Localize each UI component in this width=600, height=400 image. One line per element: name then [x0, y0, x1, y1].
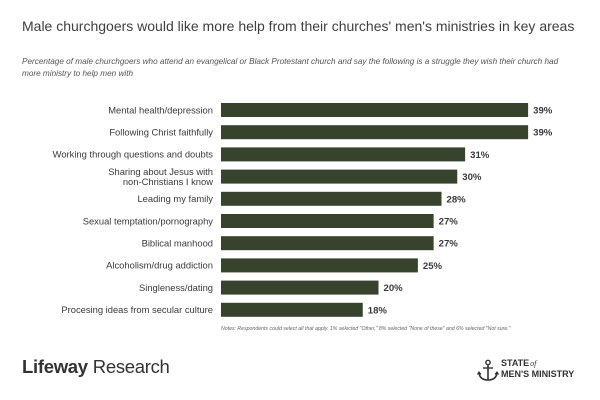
chart-title: Male churchgoers would like more help fr… — [22, 18, 575, 34]
value-label: 28% — [447, 194, 467, 205]
category-label: Mental health/depression — [108, 104, 213, 115]
value-label: 27% — [439, 217, 459, 228]
logo-line2: MEN'S MINISTRY — [501, 369, 575, 379]
brand-name-part1: Lifeway — [22, 356, 88, 377]
category-label: Following Christ faithfully — [109, 127, 213, 138]
value-label: 20% — [384, 283, 404, 294]
category-label: non-Christians I know — [123, 176, 213, 187]
chart-notes: Notes: Respondents could select all that… — [221, 326, 511, 332]
category-label: Singleness/dating — [139, 282, 213, 293]
bar — [221, 302, 363, 317]
category-label: Sexual temptation/pornography — [83, 215, 214, 226]
bar — [221, 125, 529, 140]
state-of-mens-ministry-logo: STATEof MEN'S MINISTRY — [477, 357, 587, 385]
category-label: Alcoholism/drug addiction — [106, 260, 213, 271]
bar — [221, 280, 379, 295]
logo-of: of — [530, 359, 537, 368]
logo-state: STATE — [501, 358, 530, 368]
lifeway-research-logo: Lifeway Research — [22, 356, 170, 378]
bar — [221, 169, 458, 184]
value-label: 39% — [533, 106, 553, 117]
value-label: 30% — [462, 172, 482, 183]
bar — [221, 236, 434, 251]
bar — [221, 147, 466, 162]
category-label: Procesing ideas from secular culture — [61, 304, 213, 315]
value-label: 27% — [439, 239, 459, 250]
category-label: Sharing about Jesus with — [108, 166, 213, 177]
category-label: Biblical manhood — [142, 238, 213, 249]
bar — [221, 258, 418, 273]
chart-subtitle: Percentage of male churchgoers who atten… — [22, 57, 559, 78]
category-label: Working through questions and doubts — [53, 149, 214, 160]
bar — [221, 103, 529, 117]
category-label: Leading my family — [137, 193, 213, 204]
logo-line1: STATEof — [501, 358, 536, 368]
value-label: 18% — [368, 305, 388, 316]
value-label: 25% — [423, 261, 443, 272]
bar — [221, 214, 434, 228]
value-label: 39% — [533, 128, 553, 139]
anchor-icon — [477, 359, 499, 381]
brand-name-part2: Research — [92, 356, 170, 377]
value-label: 31% — [470, 150, 490, 161]
bar — [221, 191, 442, 206]
